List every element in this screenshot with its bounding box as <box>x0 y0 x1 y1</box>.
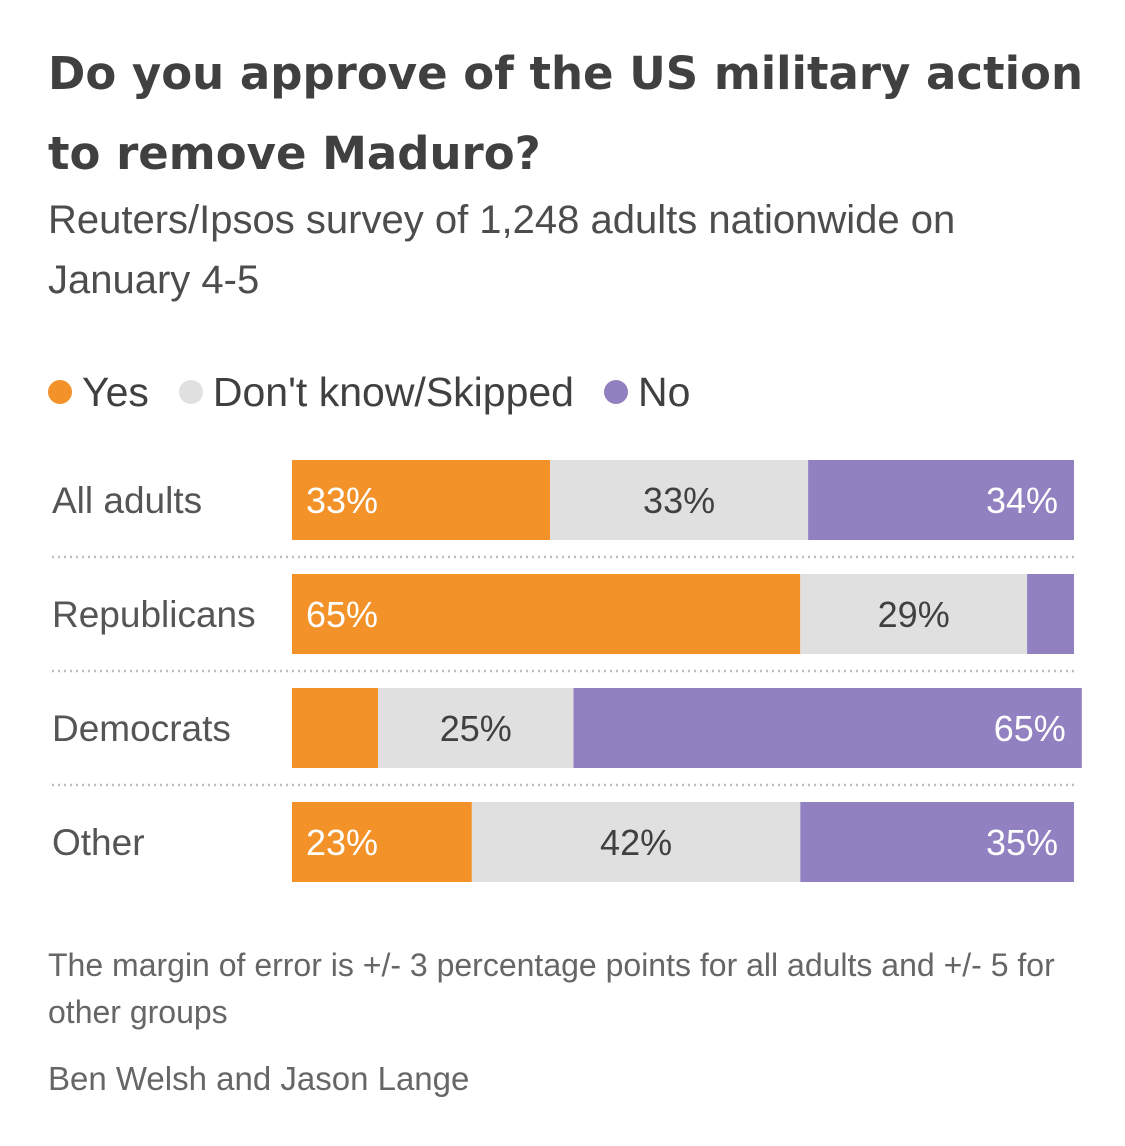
data-label-all-adults-yes: 33% <box>306 480 378 521</box>
data-label-other-yes: 23% <box>306 822 378 863</box>
credit-line: Ben Welsh and Jason Lange <box>48 1060 470 1097</box>
data-label-democrats-no: 65% <box>994 708 1066 749</box>
legend: Yes Don't know/Skipped No <box>48 362 720 422</box>
margin-of-error-note: The margin of error is +/- 3 percentage … <box>48 947 1055 1030</box>
legend-label-dont-know: Don't know/Skipped <box>212 368 574 415</box>
chart-subtitle: Reuters/Ipsos survey of 1,248 adults nat… <box>48 198 956 302</box>
legend-item-no: No <box>603 368 691 416</box>
legend-item-dont-know: Don't know/Skipped <box>178 368 574 416</box>
legend-dot-yes-icon <box>48 380 72 404</box>
legend-label-no: No <box>637 368 691 415</box>
data-label-all-adults-no: 34% <box>986 480 1058 521</box>
data-label-republicans-yes: 65% <box>306 594 378 635</box>
data-label-other-don-t-know-skipped: 42% <box>600 822 672 863</box>
bar-segment-all-adults-yes <box>292 460 551 540</box>
bar-segment-republicans-don-t-know-skipped <box>800 574 1028 654</box>
category-label-democrats: Democrats <box>52 708 231 749</box>
bar-segment-other-don-t-know-skipped <box>471 802 801 882</box>
bar-segment-republicans-yes <box>292 574 801 654</box>
legend-item-yes: Yes <box>48 369 149 416</box>
legend-label-yes: Yes <box>82 368 149 415</box>
bar-segment-republicans-no <box>1027 574 1074 654</box>
legend-dot-dont-know-icon <box>178 380 203 404</box>
bar-segment-all-adults-don-t-know-skipped <box>550 460 809 540</box>
legend-dot-no-icon <box>603 380 628 404</box>
data-label-other-no: 35% <box>986 822 1058 863</box>
category-label-other: Other <box>52 822 145 863</box>
data-label-democrats-don-t-know-skipped: 25% <box>440 708 512 749</box>
bar-segment-other-yes <box>292 802 472 882</box>
stacked-bar-chart: All adults 33% 33% 34% Republicans 65% 29% Demo… <box>52 460 1082 882</box>
bar-segment-other-no <box>800 802 1074 882</box>
chart-title: Do you approve of the US military action… <box>48 47 1083 180</box>
bar-segment-democrats-don-t-know-skipped <box>378 688 574 768</box>
category-label-all-adults: All adults <box>52 480 202 521</box>
bar-segment-all-adults-no <box>808 460 1074 540</box>
bar-segment-democrats-yes <box>292 688 379 768</box>
category-label-republicans: Republicans <box>52 594 256 635</box>
data-label-republicans-don-t-know-skipped: 29% <box>878 594 950 635</box>
data-label-all-adults-don-t-know-skipped: 33% <box>643 480 715 521</box>
bar-segment-democrats-no <box>573 688 1082 768</box>
